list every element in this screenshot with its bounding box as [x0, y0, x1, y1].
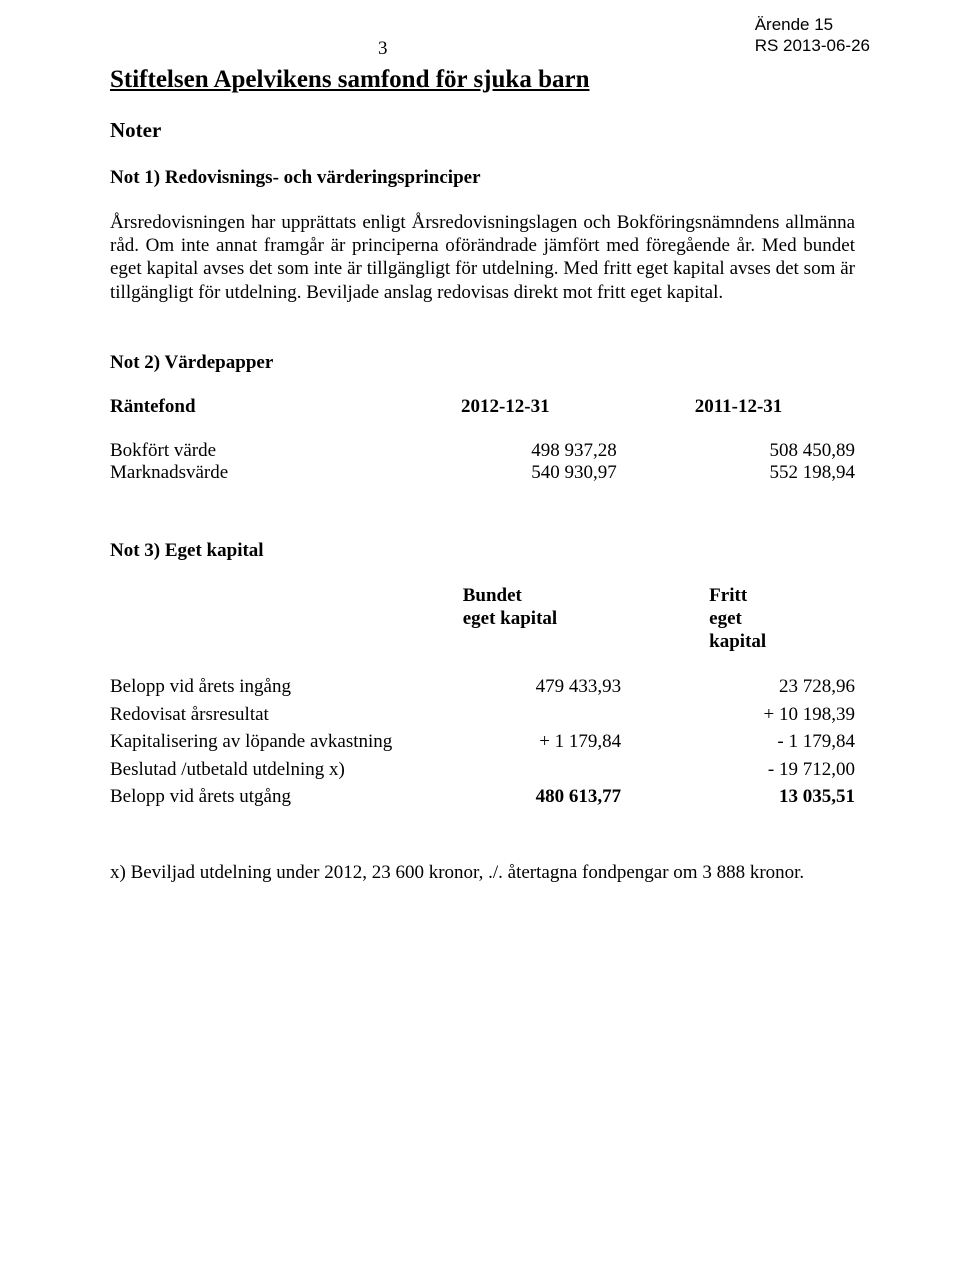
not2-r1-v1: 540 930,97	[421, 462, 635, 484]
not2-head-c1: Räntefond	[110, 396, 421, 418]
not3-r2-v1: + 1 179,84	[417, 728, 631, 756]
not2-r0-label: Bokfört värde	[110, 440, 421, 462]
not2-r0-v1: 498 937,28	[421, 440, 635, 462]
not3-head-c2a: Bundet	[463, 584, 621, 607]
not1-heading: Not 1) Redovisnings- och värderingsprinc…	[110, 167, 855, 189]
not3-r3-v2: - 19 712,00	[631, 756, 855, 784]
not3-head-c3b: eget	[709, 607, 855, 630]
not3-head-c3c: kapital	[709, 630, 855, 653]
not3-r0-v1: 479 433,93	[417, 673, 631, 701]
table-row: Belopp vid årets utgång 480 613,77 13 03…	[110, 783, 855, 811]
not3-heading: Not 3) Eget kapital	[110, 540, 855, 562]
not3-r1-v1	[417, 701, 631, 729]
table-row: Marknadsvärde 540 930,97 552 198,94	[110, 462, 855, 484]
not2-head-c2: 2012-12-31	[421, 396, 635, 418]
not2-r1-v2: 552 198,94	[635, 462, 855, 484]
not1-body: Årsredovisningen har upprättats enligt Å…	[110, 211, 855, 304]
footnote: x) Beviljad utdelning under 2012, 23 600…	[110, 861, 855, 884]
not2-heading: Not 2) Värdepapper	[110, 352, 855, 374]
not3-r3-label: Beslutad /utbetald utdelning x)	[110, 756, 417, 784]
not2-table: Räntefond 2012-12-31 2011-12-31 Bokfört …	[110, 396, 855, 484]
not3-table: Bundet eget kapital Fritt eget kapital B…	[110, 584, 855, 811]
not2-head-c3: 2011-12-31	[635, 396, 855, 418]
rs-date: RS 2013-06-26	[755, 35, 870, 56]
not3-r3-v1	[417, 756, 631, 784]
table-row: Kapitalisering av löpande avkastning + 1…	[110, 728, 855, 756]
not3-r4-v2: 13 035,51	[631, 783, 855, 811]
table-row: Bokfört värde 498 937,28 508 450,89	[110, 440, 855, 462]
not2-r1-label: Marknadsvärde	[110, 462, 421, 484]
arende-label: Ärende 15	[755, 14, 870, 35]
document-subtitle: Noter	[110, 118, 855, 143]
not3-r2-label: Kapitalisering av löpande avkastning	[110, 728, 417, 756]
not3-r0-label: Belopp vid årets ingång	[110, 673, 417, 701]
header-meta: Ärende 15 RS 2013-06-26	[755, 14, 870, 57]
table-row: Belopp vid årets ingång 479 433,93 23 72…	[110, 673, 855, 701]
not3-head-c3a: Fritt	[709, 584, 855, 607]
not3-r0-v2: 23 728,96	[631, 673, 855, 701]
table-row: Beslutad /utbetald utdelning x) - 19 712…	[110, 756, 855, 784]
not3-r4-label: Belopp vid årets utgång	[110, 783, 417, 811]
not2-r0-v2: 508 450,89	[635, 440, 855, 462]
page-body: 3 Stiftelsen Apelvikens samfond för sjuk…	[0, 0, 960, 924]
not3-head-c2b: eget kapital	[463, 607, 621, 630]
not3-r1-label: Redovisat årsresultat	[110, 701, 417, 729]
table-row: Redovisat årsresultat + 10 198,39	[110, 701, 855, 729]
not3-r1-v2: + 10 198,39	[631, 701, 855, 729]
document-title: Stiftelsen Apelvikens samfond för sjuka …	[110, 66, 855, 94]
not3-r4-v1: 480 613,77	[417, 783, 631, 811]
not3-r2-v2: - 1 179,84	[631, 728, 855, 756]
